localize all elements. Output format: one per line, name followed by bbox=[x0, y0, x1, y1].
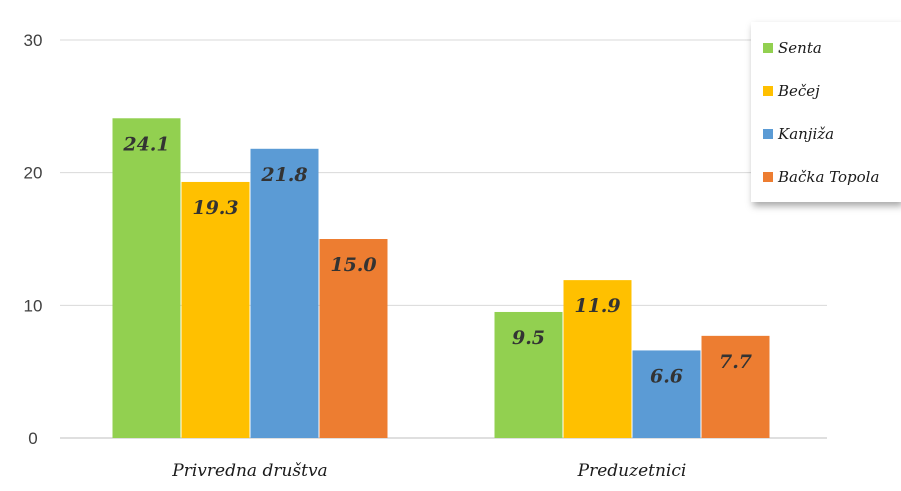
legend-swatch bbox=[763, 43, 773, 53]
legend-label: Bačka Topola bbox=[778, 168, 880, 186]
data-label: 15.0 bbox=[330, 254, 376, 276]
category-labels: Privredna društva Preduzetnici bbox=[171, 461, 686, 481]
legend-item-kanjiza: Kanjiža bbox=[763, 124, 834, 144]
legend-item-becej: Bečej bbox=[763, 81, 820, 101]
data-label: 11.9 bbox=[574, 295, 620, 317]
y-tick-label: 10 bbox=[24, 296, 43, 315]
bar-senta-0 bbox=[112, 118, 181, 439]
bar-bačka-topola-0 bbox=[319, 239, 388, 438]
bar-senta-1 bbox=[494, 311, 563, 438]
category-label: Privredna društva bbox=[171, 461, 327, 481]
legend-label: Bečej bbox=[778, 82, 820, 100]
data-label: 21.8 bbox=[260, 164, 307, 186]
bars bbox=[112, 118, 770, 439]
bar-bačka-topola-1 bbox=[701, 335, 770, 438]
data-label: 19.3 bbox=[192, 197, 238, 219]
bar-kanjiža-1 bbox=[632, 350, 701, 438]
legend-label: Kanjiža bbox=[778, 125, 835, 143]
data-label: 9.5 bbox=[512, 327, 545, 349]
data-label: 24.1 bbox=[122, 133, 169, 155]
data-label: 7.7 bbox=[719, 351, 752, 373]
bar-bečej-0 bbox=[181, 181, 250, 438]
legend-swatch bbox=[763, 172, 773, 182]
legend-item-backa-topola: Bačka Topola bbox=[763, 167, 879, 187]
legend-swatch bbox=[763, 86, 773, 96]
bar-kanjiža-0 bbox=[250, 148, 319, 438]
y-tick-label: 30 bbox=[24, 31, 43, 50]
data-label: 6.6 bbox=[650, 365, 683, 387]
category-label: Preduzetnici bbox=[577, 461, 687, 481]
bar-bečej-1 bbox=[563, 280, 632, 438]
legend: Senta Bečej Kanjiža Bačka Topola bbox=[751, 22, 901, 202]
legend-label: Senta bbox=[778, 39, 822, 57]
legend-item-senta: Senta bbox=[763, 38, 822, 58]
legend-swatch bbox=[763, 129, 773, 139]
y-tick-label: 20 bbox=[24, 164, 43, 183]
y-tick-label: 0 bbox=[28, 429, 37, 448]
y-axis-ticks: 0 10 20 30 bbox=[24, 31, 43, 448]
data-labels: 24.1 19.3 21.8 15.0 9.5 11.9 6.6 7.7 bbox=[122, 133, 752, 387]
